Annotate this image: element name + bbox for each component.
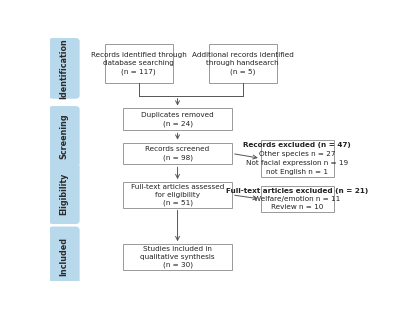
FancyBboxPatch shape [123,244,232,270]
Text: Full-text articles excluded (n = 21): Full-text articles excluded (n = 21) [226,188,368,194]
Text: Records identified through
database searching
(n = 117): Records identified through database sear… [91,52,186,75]
FancyBboxPatch shape [261,186,334,212]
Text: Other species n = 27: Other species n = 27 [259,151,336,157]
FancyBboxPatch shape [105,44,173,83]
Text: Included: Included [60,237,69,276]
FancyBboxPatch shape [209,44,277,83]
Text: Review n = 10: Review n = 10 [271,204,323,210]
FancyBboxPatch shape [261,139,334,177]
FancyBboxPatch shape [49,38,80,99]
FancyBboxPatch shape [49,106,80,167]
Text: not English n = 1: not English n = 1 [266,168,328,174]
FancyBboxPatch shape [123,108,232,131]
Text: Screening: Screening [60,114,69,159]
Text: Welfare/emotion n = 11: Welfare/emotion n = 11 [254,196,340,202]
Text: Full-text articles assessed
for eligibility
(n = 51): Full-text articles assessed for eligibil… [131,184,224,206]
Text: Identification: Identification [60,38,69,99]
Text: Duplicates removed
(n = 24): Duplicates removed (n = 24) [141,112,214,127]
FancyBboxPatch shape [123,143,232,164]
Text: Records excluded (n = 47): Records excluded (n = 47) [243,142,351,148]
Text: Eligibility: Eligibility [60,173,69,215]
Text: Studies included in
qualitative synthesis
(n = 30): Studies included in qualitative synthesi… [140,246,215,268]
Text: Not facial expression n = 19: Not facial expression n = 19 [246,160,348,166]
FancyBboxPatch shape [49,227,80,287]
FancyBboxPatch shape [123,182,232,208]
Text: Records screened
(n = 98): Records screened (n = 98) [146,146,210,161]
FancyBboxPatch shape [49,163,80,224]
Text: Additional records identified
through handsearch
(n = 5): Additional records identified through ha… [192,52,294,75]
